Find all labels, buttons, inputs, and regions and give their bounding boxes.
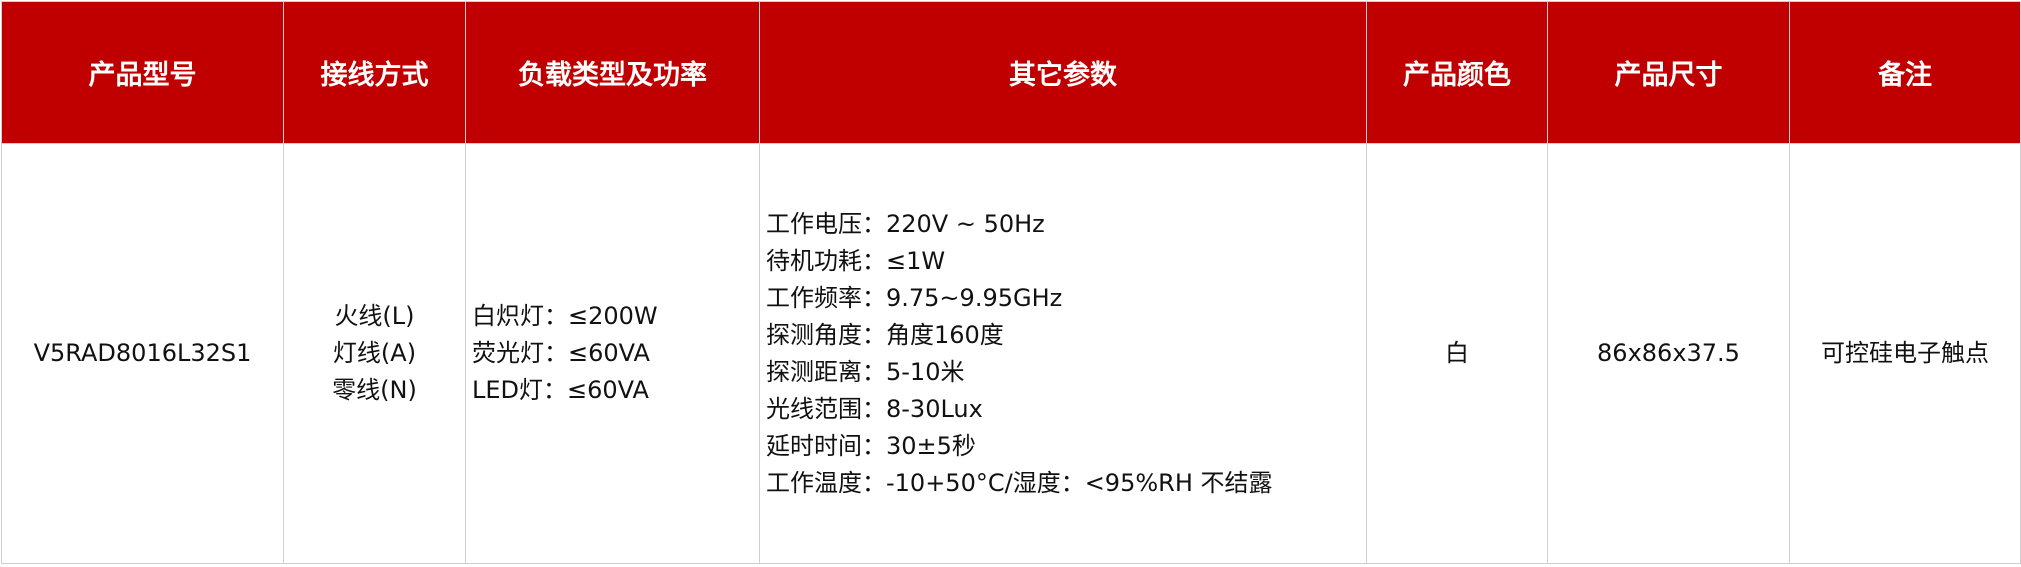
header-params: 其它参数 [759,1,1367,144]
param-line: 延时时间：30±5秒 [766,431,976,460]
cell-wiring: 火线(L) 灯线(A) 零线(N) [283,143,466,564]
header-row: 产品型号 接线方式 负载类型及功率 其它参数 产品颜色 产品尺寸 备注 [1,1,2021,144]
param-line: 工作电压：220V ~ 50Hz [766,209,1045,238]
param-line: 待机功耗：≤1W [766,246,946,275]
param-line: 工作频率：9.75~9.95GHz [766,283,1063,312]
cell-params: 工作电压：220V ~ 50Hz 待机功耗：≤1W 工作频率：9.75~9.95… [759,143,1367,564]
cell-color: 白 [1366,143,1548,564]
header-note: 备注 [1789,1,2021,144]
header-load: 负载类型及功率 [465,1,760,144]
param-line: 探测角度：角度160度 [766,320,1004,349]
param-line: 工作温度：-10+50°C/湿度：<95%RH 不结露 [766,468,1273,497]
wiring-line: 零线(N) [332,376,417,404]
header-wiring: 接线方式 [283,1,466,144]
load-line: LED灯：≤60VA [472,376,649,404]
header-model: 产品型号 [1,1,284,144]
cell-note: 可控硅电子触点 [1789,143,2021,564]
wiring-line: 火线(L) [334,302,415,330]
table-row: V5RAD8016L32S1 火线(L) 灯线(A) 零线(N) 白炽灯：≤20… [1,143,2021,564]
cell-model: V5RAD8016L32S1 [1,143,284,564]
load-line: 白炽灯：≤200W [472,302,658,330]
header-color: 产品颜色 [1366,1,1548,144]
param-line: 光线范围：8-30Lux [766,394,983,423]
cell-load: 白炽灯：≤200W 荧光灯：≤60VA LED灯：≤60VA [465,143,760,564]
header-size: 产品尺寸 [1547,1,1790,144]
cell-size: 86x86x37.5 [1547,143,1790,564]
load-line: 荧光灯：≤60VA [472,339,650,367]
param-line: 探测距离：5-10米 [766,357,965,386]
wiring-line: 灯线(A) [332,339,417,367]
